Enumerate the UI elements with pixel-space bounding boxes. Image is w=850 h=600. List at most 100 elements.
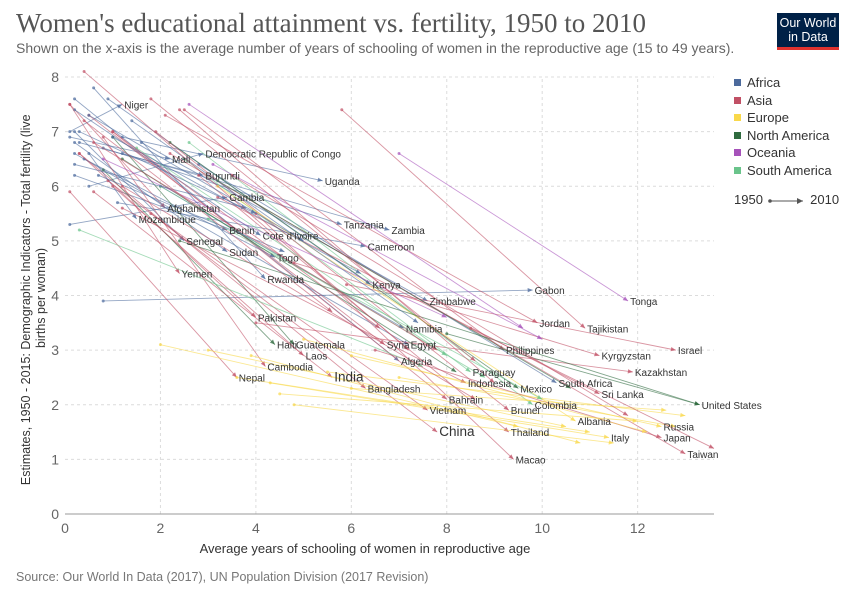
arrow-head bbox=[431, 345, 438, 351]
arrow-line bbox=[69, 191, 238, 378]
start-point bbox=[77, 141, 81, 145]
country-arrow[interactable] bbox=[397, 151, 629, 302]
arrow-line bbox=[74, 174, 228, 231]
country-arrow[interactable] bbox=[111, 130, 381, 329]
country-arrow[interactable] bbox=[302, 337, 648, 433]
arrow-head bbox=[512, 383, 519, 389]
country-arrow[interactable] bbox=[149, 97, 476, 362]
country-arrow[interactable] bbox=[340, 108, 586, 329]
country-arrow[interactable] bbox=[249, 354, 581, 444]
start-point bbox=[101, 157, 105, 161]
arrow-line bbox=[470, 327, 715, 449]
logo-line-1: Our World bbox=[779, 16, 837, 30]
arrow-head bbox=[417, 362, 423, 367]
country-arrow[interactable] bbox=[68, 190, 238, 378]
arrow-line bbox=[141, 142, 428, 302]
country-arrow[interactable] bbox=[120, 184, 476, 400]
arrow-head bbox=[551, 378, 557, 383]
owid-logo[interactable]: Our World in Data bbox=[777, 13, 839, 50]
start-point bbox=[278, 392, 282, 396]
country-arrow[interactable] bbox=[178, 108, 495, 384]
arrow-head bbox=[441, 313, 447, 318]
country-label: Burundi bbox=[205, 171, 239, 182]
time-legend-arrow-icon bbox=[767, 197, 803, 204]
start-point bbox=[249, 354, 253, 358]
country-label: Senegal bbox=[186, 237, 223, 248]
country-arrow[interactable] bbox=[278, 392, 638, 423]
y-axis-label-line-2: births per woman) bbox=[34, 248, 48, 348]
country-label: Japan bbox=[664, 434, 691, 445]
start-point bbox=[158, 343, 162, 347]
start-point bbox=[187, 102, 191, 106]
start-point bbox=[178, 239, 182, 243]
country-label: Indonesia bbox=[468, 379, 512, 390]
country-label: Niger bbox=[124, 100, 149, 111]
start-point bbox=[302, 337, 306, 341]
legend-swatch bbox=[734, 166, 741, 174]
legend-item[interactable]: Africa bbox=[734, 75, 832, 93]
country-arrow[interactable] bbox=[77, 228, 424, 367]
country-arrow[interactable] bbox=[111, 135, 362, 275]
country-label: Zimbabwe bbox=[430, 297, 477, 308]
start-point bbox=[163, 113, 167, 117]
start-point bbox=[87, 184, 91, 188]
country-arrow[interactable] bbox=[235, 375, 590, 434]
country-arrow[interactable] bbox=[469, 326, 715, 449]
country-arrow[interactable] bbox=[292, 403, 614, 445]
arrow-head bbox=[469, 394, 476, 400]
legend-item[interactable]: Oceania bbox=[734, 145, 832, 163]
start-point bbox=[92, 86, 96, 90]
start-point bbox=[68, 102, 72, 106]
arrow-head bbox=[584, 429, 590, 434]
legend-swatch bbox=[734, 114, 741, 121]
chart-subtitle: Shown on the x-axis is the average numbe… bbox=[16, 40, 735, 56]
country-arrow[interactable] bbox=[101, 157, 447, 318]
country-arrow[interactable] bbox=[154, 130, 510, 411]
country-arrow[interactable] bbox=[130, 119, 419, 324]
country-arrow[interactable] bbox=[345, 283, 676, 352]
country-arrow[interactable] bbox=[206, 348, 567, 428]
country-arrow[interactable] bbox=[82, 70, 409, 351]
start-point bbox=[73, 173, 77, 177]
country-arrow[interactable] bbox=[178, 239, 700, 406]
x-tick-label: 12 bbox=[630, 520, 646, 536]
country-arrow[interactable] bbox=[120, 151, 390, 231]
arrow-head bbox=[594, 352, 600, 357]
country-arrow[interactable] bbox=[68, 103, 123, 134]
country-label: Togo bbox=[277, 253, 299, 264]
arrow-line bbox=[150, 98, 476, 362]
arrow-line bbox=[346, 284, 676, 351]
legend-item[interactable]: Europe bbox=[734, 110, 832, 128]
country-arrow[interactable] bbox=[197, 173, 510, 433]
legend-item[interactable]: North America bbox=[734, 128, 832, 146]
country-arrow[interactable] bbox=[111, 130, 448, 400]
start-point bbox=[96, 173, 100, 177]
country-arrow[interactable] bbox=[230, 173, 629, 417]
arrow-head bbox=[661, 407, 667, 413]
legend-item[interactable]: South America bbox=[734, 163, 832, 181]
country-arrow[interactable] bbox=[77, 151, 366, 389]
country-label: China bbox=[439, 424, 475, 439]
start-point bbox=[77, 130, 81, 134]
country-label: India bbox=[334, 369, 364, 384]
legend-item[interactable]: Asia bbox=[734, 93, 832, 111]
arrow-head bbox=[603, 434, 610, 439]
arrow-head bbox=[680, 412, 686, 418]
country-label: Tajikistan bbox=[587, 324, 628, 335]
country-label: Colombia bbox=[535, 401, 578, 412]
country-label: Benin bbox=[229, 226, 255, 237]
x-tick-label: 0 bbox=[61, 520, 69, 536]
arrow-line bbox=[69, 103, 123, 133]
arrow-line bbox=[169, 142, 519, 389]
start-point bbox=[397, 151, 401, 155]
arrow-line bbox=[184, 158, 471, 373]
arrow-line bbox=[74, 131, 185, 242]
country-arrow[interactable] bbox=[92, 141, 438, 351]
arrow-head bbox=[360, 243, 366, 248]
country-label: Algeria bbox=[401, 357, 433, 368]
country-label: Israel bbox=[678, 346, 702, 357]
y-tick-label: 5 bbox=[51, 233, 59, 249]
country-arrow[interactable] bbox=[182, 157, 471, 373]
country-arrow[interactable] bbox=[73, 151, 409, 346]
arrow-head bbox=[116, 104, 123, 109]
